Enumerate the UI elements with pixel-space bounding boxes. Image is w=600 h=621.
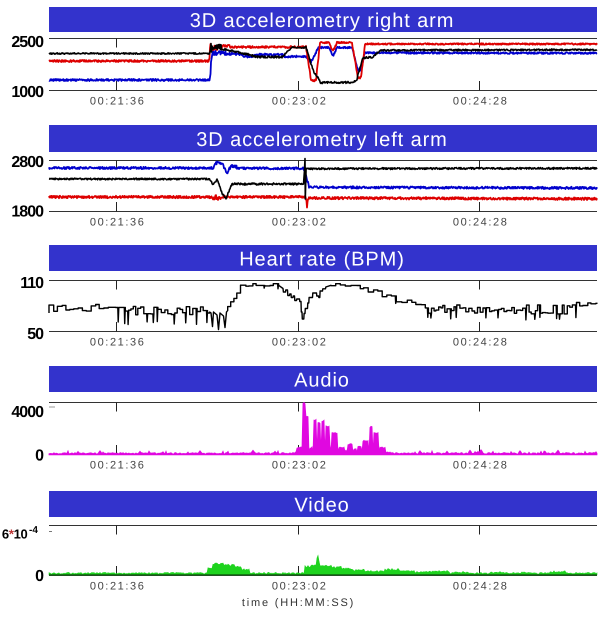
svg-text:0: 0 [35,448,44,465]
svg-text:00:23:02: 00:23:02 [272,216,328,228]
svg-text:110: 110 [20,275,44,292]
svg-text:Video: Video [294,495,349,517]
svg-text:3D accelerometry right arm: 3D accelerometry right arm [190,10,455,32]
svg-text:Audio: Audio [294,370,350,392]
svg-text:00:24:28: 00:24:28 [453,580,509,592]
svg-text:time (HH:MM:SS): time (HH:MM:SS) [242,597,355,609]
svg-text:00:24:28: 00:24:28 [453,216,509,228]
svg-text:00:23:02: 00:23:02 [272,580,328,592]
svg-text:00:23:02: 00:23:02 [272,95,328,107]
svg-text:6*10: 6*10 [2,526,28,541]
svg-text:00:21:36: 00:21:36 [90,216,146,228]
svg-text:2800: 2800 [11,154,44,171]
svg-text:1000: 1000 [11,84,44,101]
svg-text:Heart rate (BPM): Heart rate (BPM) [239,249,405,271]
svg-text:4000: 4000 [11,404,44,421]
svg-text:2500: 2500 [11,34,44,51]
svg-text:00:23:02: 00:23:02 [272,459,328,471]
svg-text:00:24:28: 00:24:28 [453,336,509,348]
svg-text:00:21:36: 00:21:36 [90,336,146,348]
svg-text:0: 0 [35,568,44,585]
svg-text:1800: 1800 [11,204,44,221]
svg-text:-4: -4 [29,525,38,536]
svg-text:00:24:28: 00:24:28 [453,459,509,471]
svg-text:00:21:36: 00:21:36 [90,95,146,107]
svg-text:3D accelerometry left arm: 3D accelerometry left arm [196,129,447,151]
svg-text:00:24:28: 00:24:28 [453,95,509,107]
svg-text:00:21:36: 00:21:36 [90,459,146,471]
svg-text:00:21:36: 00:21:36 [90,580,146,592]
svg-text:00:23:02: 00:23:02 [272,336,328,348]
svg-text:50: 50 [27,326,44,343]
